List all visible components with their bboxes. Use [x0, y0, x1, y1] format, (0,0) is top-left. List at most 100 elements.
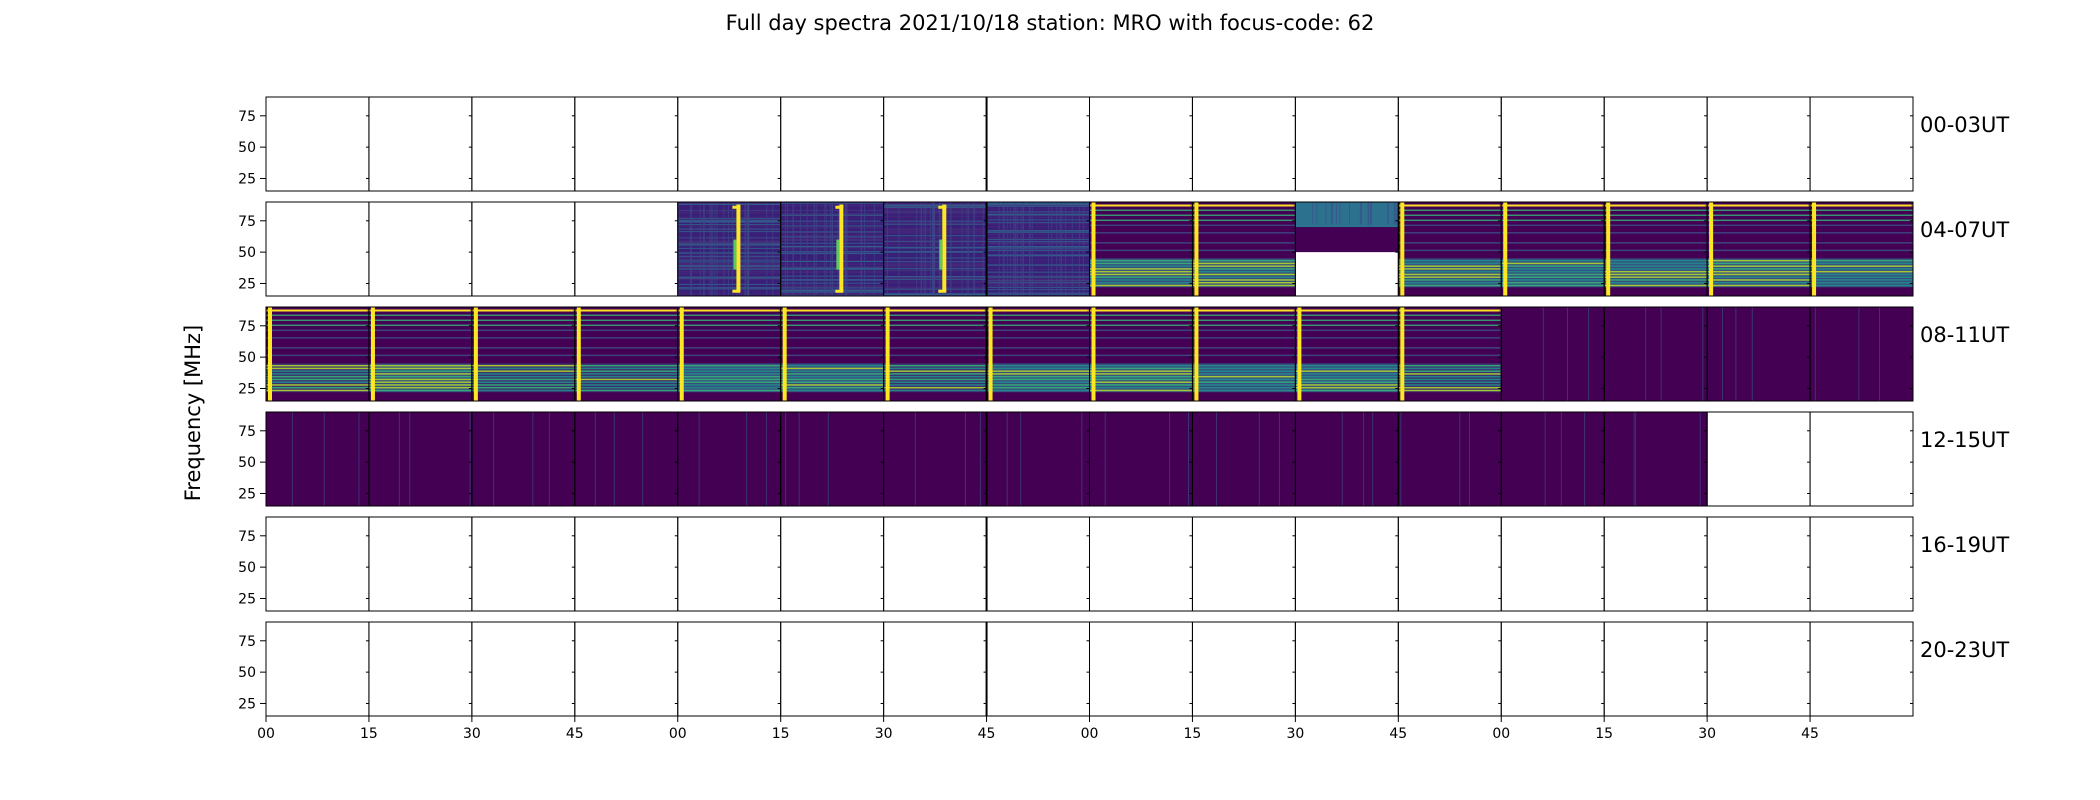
- band-line: [574, 314, 678, 317]
- spectrum-panel: [986, 307, 1090, 401]
- calibration-line: [885, 307, 890, 401]
- band-line: [1810, 262, 1913, 265]
- band-line: [1604, 276, 1708, 278]
- band-line: [883, 329, 987, 332]
- band-line: [986, 337, 1090, 339]
- noise-streak: [1002, 202, 1004, 296]
- band-line: [1089, 242, 1193, 244]
- panel-frame: [574, 201, 679, 297]
- band-line: [1089, 324, 1193, 327]
- band-line: [574, 337, 678, 339]
- band-line: [1192, 214, 1296, 217]
- noise-line: [677, 241, 781, 243]
- band-line: [986, 347, 1090, 349]
- band-line: [1398, 273, 1502, 276]
- panel-frame: [1294, 96, 1399, 192]
- noise-line: [677, 270, 781, 272]
- noise-line: [677, 259, 781, 261]
- band-line: [574, 319, 678, 322]
- noise-streak: [1363, 412, 1365, 506]
- noise-streak: [1660, 307, 1662, 401]
- calibration-line: [782, 307, 787, 401]
- band-line: [266, 337, 369, 339]
- noise-streak: [711, 202, 713, 296]
- band-line: [1192, 354, 1296, 357]
- noise-streak: [1215, 412, 1217, 506]
- noise-line: [883, 263, 987, 265]
- band-line: [1089, 224, 1193, 227]
- noise-line: [883, 251, 987, 253]
- band-line: [1089, 347, 1193, 349]
- band-line: [1810, 268, 1913, 270]
- spectrum-panel: [1707, 202, 1811, 296]
- noise-line: [677, 272, 781, 274]
- noise-line: [986, 248, 1090, 250]
- band-line: [1192, 370, 1296, 372]
- noise-line: [677, 203, 781, 205]
- noise-streak: [813, 202, 815, 296]
- noise-streak: [873, 202, 875, 296]
- noise-line: [986, 282, 1090, 284]
- noise-streak: [1082, 202, 1084, 296]
- noise-streak: [1360, 202, 1362, 225]
- noise-streak: [814, 202, 816, 296]
- band-line: [986, 319, 1090, 322]
- noise-line: [677, 252, 781, 254]
- band-line: [780, 337, 884, 339]
- noise-streak: [816, 202, 818, 296]
- noise-streak: [923, 202, 925, 296]
- calibration-cap: [1606, 204, 1706, 207]
- band-line: [1707, 262, 1811, 265]
- band-line: [1089, 373, 1193, 375]
- noise-streak: [1645, 307, 1647, 401]
- noise-line: [883, 246, 987, 248]
- band-line: [677, 347, 781, 349]
- band-line: [1501, 259, 1605, 262]
- panel-frame: [265, 516, 370, 612]
- band-line: [1089, 329, 1193, 332]
- calibration-cap: [988, 309, 1088, 312]
- noise-streak: [1633, 412, 1635, 506]
- noise-line: [883, 257, 987, 259]
- band-line: [780, 364, 884, 367]
- band-line: [1398, 279, 1502, 281]
- band-line: [1398, 268, 1502, 270]
- band-line: [266, 384, 369, 386]
- noise-streak: [1104, 412, 1106, 506]
- panel-background: [986, 412, 1090, 506]
- panel-frame: [1809, 96, 1914, 192]
- noise-streak: [861, 202, 863, 296]
- band-line: [986, 364, 1090, 367]
- band-line: [883, 347, 987, 349]
- band-line: [1398, 386, 1502, 389]
- burst-cap: [938, 289, 947, 293]
- noise-line: [986, 255, 1090, 257]
- panel-frame: [574, 621, 679, 717]
- noise-streak: [1078, 202, 1080, 296]
- band-line: [1810, 224, 1913, 227]
- band-line: [471, 370, 575, 372]
- panel-background: [883, 412, 988, 506]
- band-line: [1398, 265, 1502, 267]
- panel-frame: [677, 621, 782, 717]
- noise-line: [986, 284, 1090, 286]
- noise-line: [986, 264, 1090, 266]
- noise-line: [986, 271, 1090, 273]
- spectrum-panel: [1501, 307, 1605, 401]
- spectrum-panel: [471, 412, 576, 506]
- band-line: [780, 381, 884, 383]
- row-label-00-03UT: 00-03UT: [1920, 113, 2010, 137]
- noise-streak: [964, 412, 966, 506]
- noise-streak: [678, 202, 680, 296]
- band-line: [986, 375, 1090, 378]
- spectrum-panel: [1501, 412, 1605, 506]
- noise-streak: [1560, 412, 1562, 506]
- band-line: [1501, 273, 1605, 276]
- band-line: [677, 367, 781, 370]
- band-line: [986, 378, 1090, 381]
- noise-streak: [1588, 307, 1590, 401]
- band-line: [1089, 281, 1193, 284]
- spectrum-panel: [1295, 412, 1399, 506]
- band-line: [574, 324, 678, 327]
